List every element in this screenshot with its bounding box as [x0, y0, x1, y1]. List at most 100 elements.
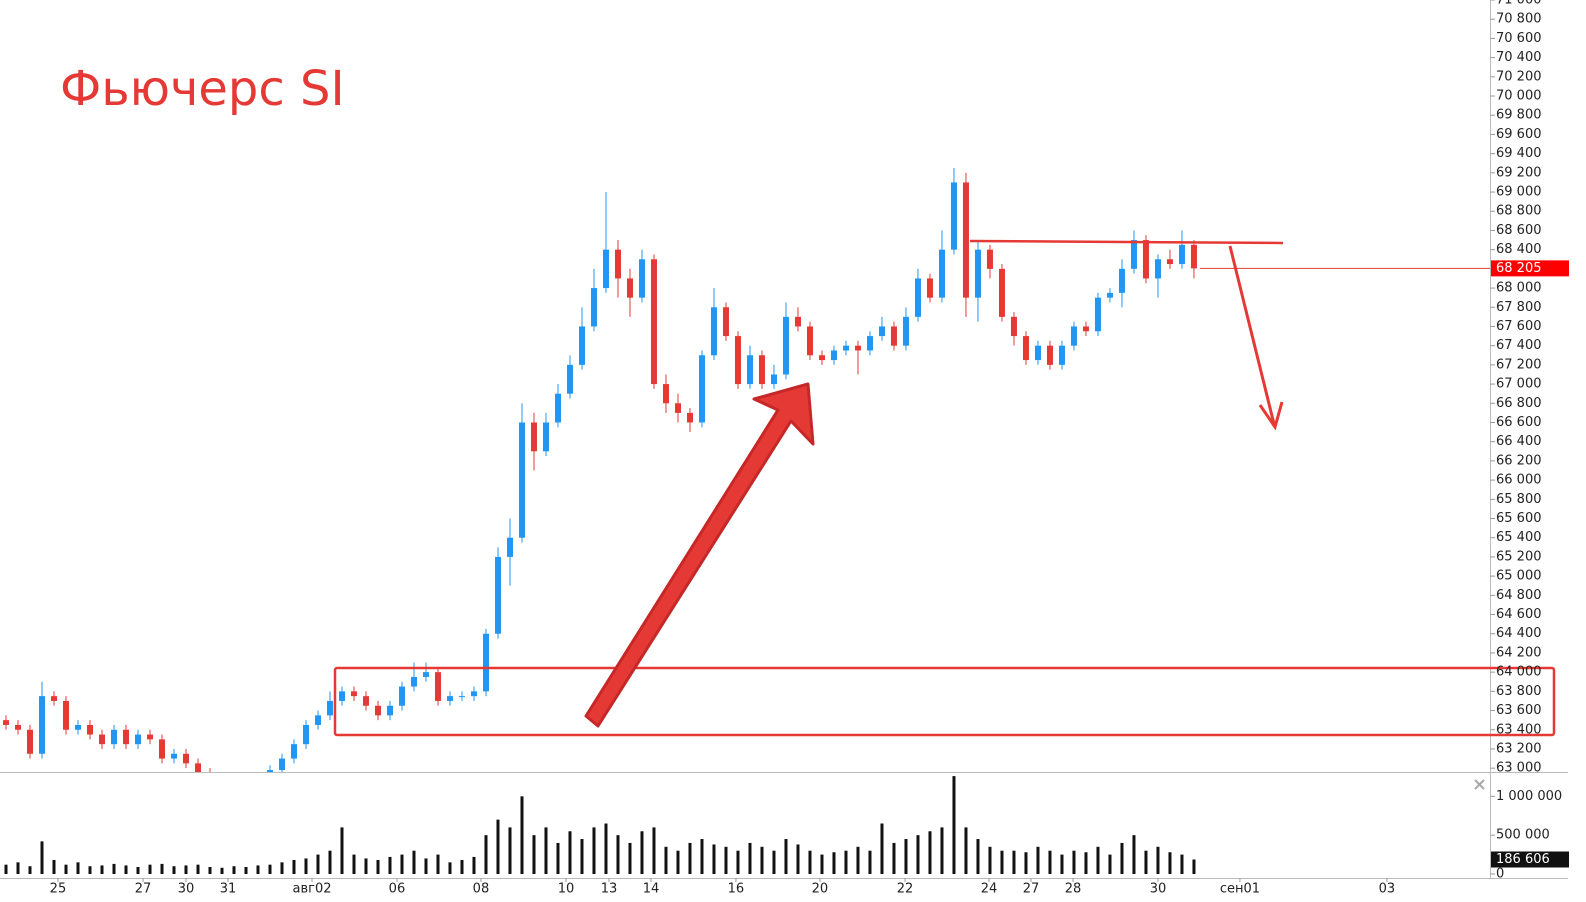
last-price-box — [1491, 260, 1569, 277]
candle-body — [38, 696, 45, 754]
candle-body — [578, 326, 585, 365]
candle-body — [231, 787, 237, 792]
volume-bar — [436, 854, 440, 874]
volume-bar — [148, 864, 152, 874]
volume-bar — [1144, 850, 1148, 874]
volume-bar — [772, 850, 776, 874]
y-tick-label: 68 800 — [1496, 204, 1542, 219]
y-tick-label: 66 200 — [1496, 453, 1542, 468]
candle-body — [866, 336, 873, 351]
volume-bar — [220, 867, 224, 874]
candle-body — [1154, 259, 1161, 279]
volume-bar — [1108, 854, 1112, 874]
close-icon[interactable] — [1474, 779, 1485, 790]
candle-body — [207, 773, 213, 783]
volume-bar — [1192, 859, 1196, 874]
volume-tick-label: 1 000 000 — [1496, 789, 1562, 804]
candle-body — [194, 763, 201, 772]
candle-body — [734, 336, 741, 385]
x-tick-label: 24 — [981, 882, 998, 897]
candle-body — [302, 724, 309, 745]
volume-bar — [232, 866, 236, 874]
y-tick-label: 65 000 — [1496, 569, 1542, 584]
candle-body — [842, 345, 849, 351]
candle-body — [1010, 316, 1017, 337]
candle-body — [818, 355, 825, 361]
candle-body — [530, 422, 537, 452]
x-tick-label: 06 — [389, 882, 406, 897]
y-tick-label: 65 800 — [1496, 492, 1542, 507]
y-tick-label: 67 000 — [1496, 377, 1542, 392]
candle-body — [962, 182, 969, 298]
candle-body — [614, 249, 621, 279]
x-tick-label: 13 — [601, 882, 618, 897]
volume-bar — [28, 866, 32, 874]
volume-bar — [448, 862, 452, 874]
y-tick-label: 70 200 — [1496, 69, 1542, 84]
y-tick-label: 63 000 — [1496, 761, 1542, 776]
volume-bar — [952, 776, 956, 874]
volume-bar — [724, 846, 728, 874]
volume-bar — [1036, 846, 1040, 874]
price-pane — [2, 168, 1197, 792]
volume-bar — [340, 827, 344, 874]
candle-body — [1178, 244, 1185, 265]
volume-bar — [784, 839, 788, 874]
y-tick-label: 64 000 — [1496, 665, 1542, 680]
candle-body — [219, 783, 225, 788]
candle-body — [446, 696, 453, 701]
candle-body — [326, 700, 333, 716]
volume-bar — [1000, 850, 1004, 874]
y-tick-label: 69 400 — [1496, 146, 1542, 161]
volume-bar — [352, 854, 356, 874]
volume-bar — [424, 858, 428, 874]
x-tick-label: 28 — [1065, 882, 1082, 897]
candle-body — [926, 278, 933, 298]
volume-bar — [988, 846, 992, 874]
volume-bar — [616, 835, 620, 874]
candle-body — [1058, 345, 1065, 365]
volume-bar — [496, 819, 500, 874]
candle-body — [434, 672, 441, 701]
candle-body — [338, 691, 345, 701]
y-tick-label: 70 600 — [1496, 31, 1542, 46]
y-tick-label: 64 800 — [1496, 588, 1542, 603]
volume-bar — [700, 839, 704, 874]
candle-body — [410, 676, 417, 687]
candle-body — [422, 672, 429, 677]
candle-body — [938, 249, 945, 298]
candle-body — [674, 403, 681, 413]
volume-bar — [400, 854, 404, 874]
candle-body — [62, 700, 69, 730]
candle-body — [890, 326, 897, 346]
volume-bar — [1084, 852, 1088, 874]
candle-body — [470, 691, 477, 697]
volume-bar — [208, 867, 212, 874]
candle-body — [1130, 240, 1137, 269]
candle-body — [830, 350, 837, 361]
volume-bar — [1180, 854, 1184, 874]
volume-bar — [196, 864, 200, 874]
candle-body — [1082, 326, 1089, 332]
volume-bar — [88, 866, 92, 874]
y-tick-label: 68 600 — [1496, 223, 1542, 238]
x-tick-label: 25 — [50, 882, 67, 897]
down-arrow — [1228, 245, 1276, 425]
resistance-line — [969, 239, 1284, 245]
x-tick-label: 10 — [558, 882, 575, 897]
x-tick-label: 30 — [178, 882, 195, 897]
volume-bar — [1072, 850, 1076, 874]
volume-bar — [1132, 835, 1136, 874]
volume-bar — [256, 865, 260, 874]
volume-bar — [412, 850, 416, 874]
volume-bar — [808, 850, 812, 874]
volume-bar — [940, 827, 944, 874]
volume-bar — [160, 863, 164, 874]
volume-bar — [76, 862, 80, 874]
x-tick-label: 22 — [897, 882, 914, 897]
volume-bar — [1060, 854, 1064, 874]
y-tick-label: 63 200 — [1496, 741, 1542, 756]
volume-bar — [892, 842, 896, 874]
volume-bar — [652, 827, 656, 874]
candle-body — [650, 259, 657, 385]
